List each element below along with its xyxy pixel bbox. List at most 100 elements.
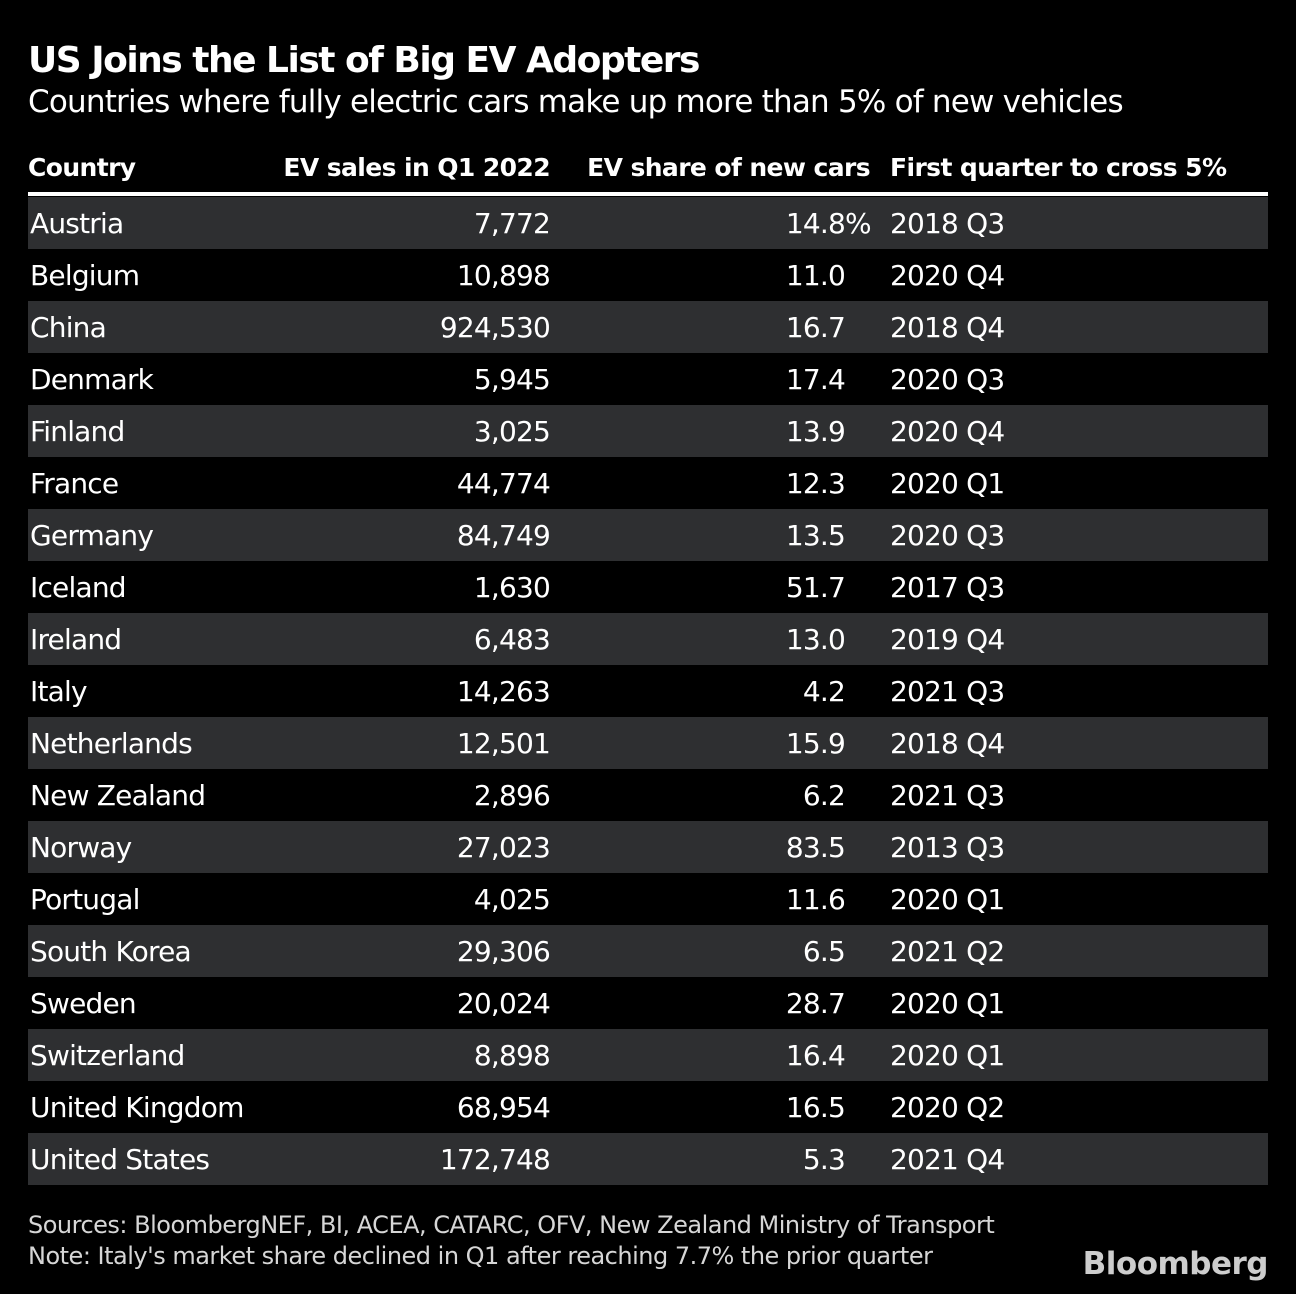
- table-row: Austria 7,772 14.8% 2018 Q3: [28, 197, 1268, 249]
- cell-ev-sales: 924,530: [439, 310, 551, 344]
- table-row: Finland 3,025 13.9 2020 Q4: [28, 405, 1268, 457]
- cell-country: Germany: [30, 518, 154, 552]
- chart-subtitle: Countries where fully electric cars make…: [28, 84, 1124, 120]
- cell-ev-share: 16.5: [785, 1090, 846, 1124]
- cell-ev-sales: 27,023: [456, 830, 551, 864]
- table-row: Sweden 20,024 28.7 2020 Q1: [28, 977, 1268, 1029]
- cell-ev-sales: 14,263: [456, 674, 551, 708]
- cell-country: Belgium: [30, 258, 140, 292]
- cell-country: United Kingdom: [30, 1090, 244, 1124]
- table-row: South Korea 29,306 6.5 2021 Q2: [28, 925, 1268, 977]
- cell-ev-share: 13.5: [785, 518, 846, 552]
- cell-country: Sweden: [30, 986, 137, 1020]
- bloomberg-logo: Bloomberg: [1082, 1246, 1269, 1282]
- table-row: France 44,774 12.3 2020 Q1: [28, 457, 1268, 509]
- cell-first-quarter: 2020 Q1: [890, 466, 1005, 500]
- cell-first-quarter: 2018 Q3: [890, 206, 1005, 240]
- cell-first-quarter: 2018 Q4: [890, 310, 1005, 344]
- table-row: Norway 27,023 83.5 2013 Q3: [28, 821, 1268, 873]
- column-header-ev-sales: EV sales in Q1 2022: [283, 153, 550, 182]
- cell-first-quarter: 2020 Q4: [890, 414, 1005, 448]
- cell-country: New Zealand: [30, 778, 206, 812]
- cell-country: China: [30, 310, 107, 344]
- table-header-row: Country EV sales in Q1 2022 EV share of …: [28, 146, 1268, 188]
- cell-ev-sales: 12,501: [456, 726, 551, 760]
- cell-first-quarter: 2020 Q1: [890, 882, 1005, 916]
- cell-first-quarter: 2020 Q2: [890, 1090, 1005, 1124]
- cell-first-quarter: 2018 Q4: [890, 726, 1005, 760]
- cell-ev-sales: 5,945: [473, 362, 551, 396]
- chart-title: US Joins the List of Big EV Adopters: [28, 40, 700, 81]
- cell-ev-share: 11.0: [785, 258, 846, 292]
- cell-country: South Korea: [30, 934, 192, 968]
- cell-country: Ireland: [30, 622, 122, 656]
- cell-ev-sales: 6,483: [473, 622, 551, 656]
- percent-unit: %: [845, 206, 872, 240]
- cell-country: United States: [30, 1142, 210, 1176]
- cell-ev-share: 5.3: [802, 1142, 846, 1176]
- table-row: Belgium 10,898 11.0 2020 Q4: [28, 249, 1268, 301]
- cell-ev-sales: 84,749: [456, 518, 551, 552]
- cell-first-quarter: 2017 Q3: [890, 570, 1005, 604]
- cell-country: Finland: [30, 414, 125, 448]
- cell-ev-sales: 172,748: [439, 1142, 551, 1176]
- column-header-ev-share: EV share of new cars: [587, 153, 870, 182]
- cell-ev-share: 11.6: [785, 882, 846, 916]
- column-header-country: Country: [28, 153, 136, 182]
- cell-first-quarter: 2021 Q3: [890, 674, 1005, 708]
- table-row: United States 172,748 5.3 2021 Q4: [28, 1133, 1268, 1185]
- table-row: Switzerland 8,898 16.4 2020 Q1: [28, 1029, 1268, 1081]
- table-row: Italy 14,263 4.2 2021 Q3: [28, 665, 1268, 717]
- cell-ev-sales: 20,024: [456, 986, 551, 1020]
- cell-ev-share: 4.2: [802, 674, 846, 708]
- table-row: United Kingdom 68,954 16.5 2020 Q2: [28, 1081, 1268, 1133]
- cell-ev-share: 17.4: [785, 362, 846, 396]
- cell-first-quarter: 2020 Q3: [890, 362, 1005, 396]
- cell-ev-share: 6.2: [802, 778, 846, 812]
- sources-text: Sources: BloombergNEF, BI, ACEA, CATARC,…: [28, 1211, 995, 1239]
- column-header-first-quarter: First quarter to cross 5%: [890, 153, 1227, 182]
- note-text: Note: Italy's market share declined in Q…: [28, 1242, 933, 1270]
- table-row: Ireland 6,483 13.0 2019 Q4: [28, 613, 1268, 665]
- cell-ev-share: 15.9: [785, 726, 846, 760]
- cell-ev-share: 83.5: [785, 830, 846, 864]
- cell-ev-share: 16.7: [785, 310, 846, 344]
- cell-first-quarter: 2021 Q2: [890, 934, 1005, 968]
- cell-country: Austria: [30, 206, 124, 240]
- cell-first-quarter: 2019 Q4: [890, 622, 1005, 656]
- cell-first-quarter: 2021 Q3: [890, 778, 1005, 812]
- cell-ev-share: 51.7: [785, 570, 846, 604]
- cell-first-quarter: 2020 Q1: [890, 986, 1005, 1020]
- table-row: Denmark 5,945 17.4 2020 Q3: [28, 353, 1268, 405]
- table-row: Germany 84,749 13.5 2020 Q3: [28, 509, 1268, 561]
- cell-ev-sales: 1,630: [473, 570, 551, 604]
- cell-first-quarter: 2020 Q4: [890, 258, 1005, 292]
- cell-ev-share: 12.3: [785, 466, 846, 500]
- cell-ev-sales: 29,306: [456, 934, 551, 968]
- cell-ev-sales: 2,896: [473, 778, 551, 812]
- cell-ev-sales: 3,025: [473, 414, 551, 448]
- cell-ev-share: 28.7: [785, 986, 846, 1020]
- cell-ev-sales: 68,954: [456, 1090, 551, 1124]
- cell-country: Norway: [30, 830, 132, 864]
- cell-ev-share: 13.9: [785, 414, 846, 448]
- table-row: Netherlands 12,501 15.9 2018 Q4: [28, 717, 1268, 769]
- cell-ev-share: 16.4: [785, 1038, 846, 1072]
- header-rule: [28, 192, 1268, 196]
- table-row: China 924,530 16.7 2018 Q4: [28, 301, 1268, 353]
- cell-first-quarter: 2020 Q3: [890, 518, 1005, 552]
- table-row: New Zealand 2,896 6.2 2021 Q3: [28, 769, 1268, 821]
- cell-ev-sales: 8,898: [473, 1038, 551, 1072]
- table-row: Iceland 1,630 51.7 2017 Q3: [28, 561, 1268, 613]
- cell-country: Portugal: [30, 882, 140, 916]
- cell-ev-sales: 10,898: [456, 258, 551, 292]
- cell-country: Denmark: [30, 362, 154, 396]
- cell-ev-sales: 7,772: [473, 206, 551, 240]
- cell-country: Netherlands: [30, 726, 193, 760]
- cell-country: Iceland: [30, 570, 127, 604]
- cell-first-quarter: 2013 Q3: [890, 830, 1005, 864]
- cell-first-quarter: 2021 Q4: [890, 1142, 1005, 1176]
- table-row: Portugal 4,025 11.6 2020 Q1: [28, 873, 1268, 925]
- cell-country: France: [30, 466, 119, 500]
